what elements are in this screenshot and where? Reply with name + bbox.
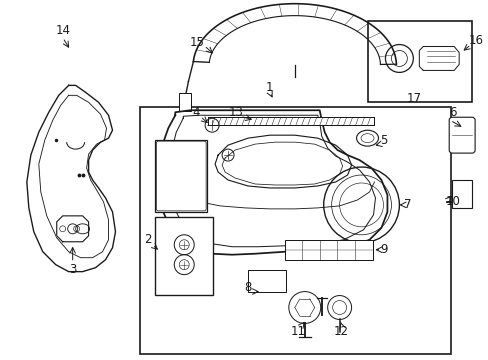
Text: 11: 11 — [290, 325, 305, 338]
Bar — [179, 94, 191, 111]
Text: 1: 1 — [265, 81, 273, 94]
FancyBboxPatch shape — [448, 117, 474, 153]
Text: 5: 5 — [379, 134, 386, 147]
Bar — [247, 270, 285, 292]
Text: 4: 4 — [192, 106, 200, 119]
Text: 13: 13 — [228, 106, 243, 119]
Text: 7: 7 — [403, 198, 410, 211]
Bar — [367, 21, 471, 102]
Text: 14: 14 — [55, 24, 70, 37]
Text: 15: 15 — [189, 36, 204, 49]
Polygon shape — [57, 216, 88, 242]
Bar — [208, 117, 374, 125]
Text: 6: 6 — [448, 106, 456, 119]
Text: 3: 3 — [69, 263, 76, 276]
Text: 16: 16 — [468, 34, 483, 47]
Polygon shape — [419, 46, 458, 71]
Bar — [140, 107, 450, 354]
Text: 12: 12 — [333, 325, 348, 338]
Text: 9: 9 — [380, 243, 387, 256]
Text: 2: 2 — [144, 233, 152, 246]
Bar — [451, 180, 471, 208]
Text: 8: 8 — [244, 281, 251, 294]
Bar — [155, 217, 213, 294]
Text: 17: 17 — [406, 92, 421, 105]
Bar — [155, 140, 207, 212]
FancyBboxPatch shape — [156, 141, 206, 211]
Text: 10: 10 — [445, 195, 460, 208]
Bar — [285, 240, 372, 260]
